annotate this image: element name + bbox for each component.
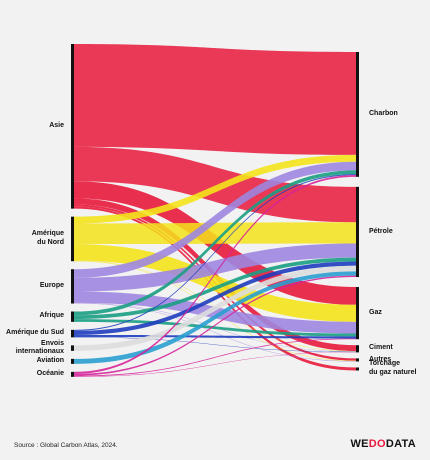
node-bar-am-rique-du-nord	[71, 216, 74, 262]
node-bar-asie	[71, 44, 74, 209]
flow-asie-to-p-trole	[74, 146, 356, 223]
node-bar-am-rique-du-sud	[71, 329, 74, 338]
flow-afrique-to-charbon	[74, 170, 356, 316]
flow-asie-to-charbon	[74, 44, 356, 155]
flow-oc-anie-to-p-trole	[74, 275, 356, 376]
target-label-p-trole: Pétrole	[369, 227, 393, 235]
source-label-afrique: Afrique	[39, 312, 65, 320]
node-bar-charbon	[356, 52, 359, 177]
node-bar-autres	[356, 358, 359, 362]
node-bar-europe	[71, 269, 74, 304]
target-label-autres: Autres	[369, 355, 392, 363]
node-bar-ciment	[356, 345, 359, 353]
node-bar-oc-anie	[71, 371, 74, 377]
flow-oc-anie-to-ciment	[74, 352, 356, 377]
node-bar-p-trole	[356, 186, 359, 278]
flow-am-rique-du-sud-to-p-trole	[74, 261, 356, 335]
target-label-torchage-du-gaz-naturel: Torchage du gaz naturel	[369, 360, 417, 376]
source-label-am-rique-du-nord: Amérique du Nord	[31, 230, 64, 246]
target-label-charbon: Charbon	[369, 110, 398, 118]
source-note: Source : Global Carbon Atlas, 2024.	[14, 442, 118, 449]
flow-am-rique-du-sud-to-ciment	[74, 337, 356, 353]
flow-europe-to-autres	[74, 303, 356, 362]
source-label-europe: Europe	[39, 282, 64, 290]
node-bar-aviation	[71, 358, 74, 364]
flow-europe-to-gaz	[74, 291, 356, 334]
flow-am-rique-du-nord-to-charbon	[74, 154, 356, 224]
flow-afrique-to-p-trole	[74, 257, 356, 320]
flow-am-rique-du-nord-to-p-trole	[74, 222, 356, 245]
source-label-am-rique-du-sud: Amérique du Sud	[6, 329, 64, 337]
node-bar-envois-internationaux	[71, 345, 74, 351]
source-label-asie: Asie	[49, 122, 64, 130]
node-bar-gaz	[356, 287, 359, 340]
flow-europe-to-charbon	[74, 161, 356, 278]
flow-aviation-to-p-trole	[74, 271, 356, 364]
target-label-gaz: Gaz	[369, 308, 382, 316]
wedodata-logo: WEDODATA	[350, 438, 416, 450]
node-bar-afrique	[71, 311, 74, 322]
source-label-oc-anie: Océanie	[36, 370, 64, 378]
source-label-envois-internationaux: Envois internationaux	[15, 339, 64, 355]
flow-afrique-to-gaz	[74, 319, 356, 337]
flow-oc-anie-to-gaz	[74, 338, 356, 377]
flow-am-rique-du-sud-to-gaz	[74, 334, 356, 339]
flow-envois-internationaux-to-p-trole	[74, 265, 356, 351]
target-label-ciment: Ciment	[369, 344, 393, 352]
flow-am-rique-du-sud-to-charbon	[74, 174, 356, 331]
source-label-aviation: Aviation	[36, 357, 64, 365]
node-bar-torchage-du-gaz-naturel	[356, 367, 359, 371]
flow-oc-anie-to-charbon	[74, 175, 356, 374]
flow-europe-to-p-trole	[74, 243, 356, 292]
